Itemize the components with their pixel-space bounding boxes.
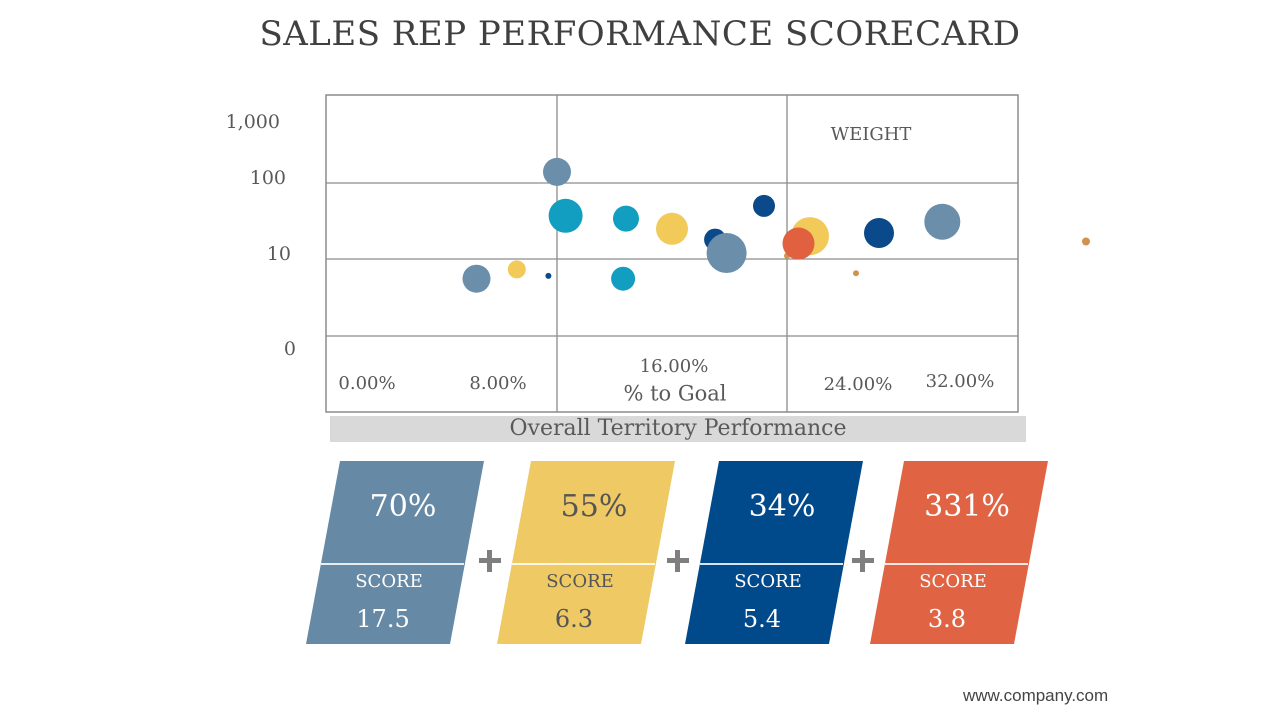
- weight-annotation: WEIGHT: [831, 124, 912, 145]
- score-card: 34% SCORE 5.4: [685, 461, 871, 644]
- card-parallelogram: [497, 461, 675, 644]
- bubble-point: [864, 218, 894, 248]
- footer-url: www.company.com: [963, 686, 1109, 705]
- bubble-point: [753, 194, 775, 217]
- bubble-point: [545, 272, 552, 279]
- bubble-point: [924, 203, 961, 240]
- territory-performance-label: Overall Territory Performance: [330, 416, 1026, 442]
- card-score-label: SCORE: [919, 571, 987, 592]
- x-tick-label: 32.00%: [926, 371, 995, 392]
- card-score-label: SCORE: [355, 571, 423, 592]
- bubble-point: [656, 212, 688, 245]
- x-tick-label: 16.00%: [640, 356, 709, 377]
- bubble-point: [613, 205, 639, 232]
- page-title: SALES REP PERFORMANCE SCORECARD: [259, 14, 1021, 54]
- score-card: 55% SCORE 6.3: [497, 461, 683, 644]
- bubble-point: [543, 157, 571, 186]
- bubble-point: [1082, 237, 1090, 246]
- x-tick-label: 0.00%: [338, 373, 395, 394]
- x-axis-label: % to Goal: [623, 382, 726, 406]
- card-score-label: SCORE: [734, 571, 802, 592]
- score-card: 70% SCORE 17.5: [306, 461, 492, 644]
- card-score-value: 5.4: [742, 605, 782, 633]
- plot-frame: [325, 94, 1019, 413]
- card-parallelogram: [685, 461, 863, 644]
- card-percent: 331%: [924, 489, 1010, 524]
- card-score-value: 17.5: [356, 605, 410, 633]
- plus-icon: [850, 548, 876, 574]
- card-percent: 55%: [560, 489, 628, 524]
- y-tick-label: 10: [267, 243, 291, 265]
- y-tick-label: 1,000: [226, 111, 280, 133]
- bubble-point: [853, 270, 859, 277]
- bubble-point: [507, 260, 526, 279]
- bubble-point: [782, 227, 815, 260]
- x-tick-label: 24.00%: [824, 374, 893, 395]
- plus-icon: [665, 548, 691, 574]
- y-tick-label: 0: [284, 338, 296, 360]
- card-score-value: 6.3: [554, 605, 594, 633]
- bubble-point: [548, 198, 583, 233]
- card-score-label: SCORE: [546, 571, 614, 592]
- bubble-point: [611, 266, 636, 291]
- score-card: 331% SCORE 3.8: [870, 461, 1056, 644]
- bubble-point: [706, 233, 747, 273]
- bubble-point: [462, 264, 491, 293]
- card-percent: 34%: [748, 489, 816, 524]
- plus-icon: [477, 548, 503, 574]
- card-score-value: 3.8: [927, 605, 967, 633]
- y-tick-label: 100: [250, 167, 286, 189]
- card-parallelogram: [306, 461, 484, 644]
- card-percent: 70%: [369, 489, 437, 524]
- x-tick-label: 8.00%: [469, 373, 526, 394]
- card-parallelogram: [870, 461, 1048, 644]
